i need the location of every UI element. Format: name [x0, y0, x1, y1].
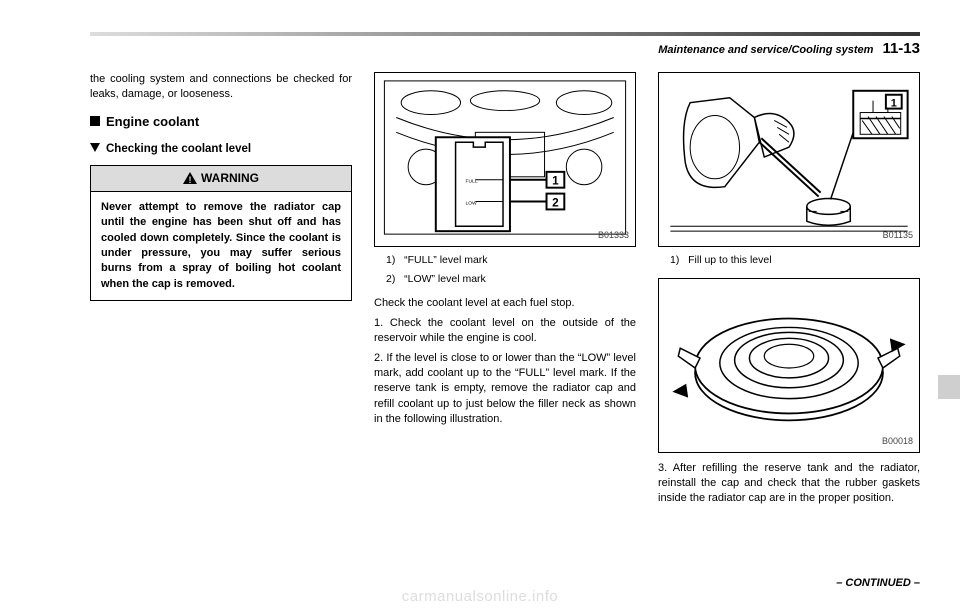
warning-label: WARNING [201, 171, 259, 185]
caption-1: 1) Fill up to this level [670, 253, 920, 268]
figure-id: B01333 [598, 229, 629, 242]
section-title-text: Engine coolant [106, 114, 199, 129]
column-1: the cooling system and connections be ch… [90, 72, 352, 561]
header-breadcrumb: Maintenance and service/Cooling system 1… [658, 40, 920, 57]
subsection-heading: Checking the coolant level [90, 141, 352, 157]
intro-paragraph: the cooling system and connections be ch… [90, 72, 352, 103]
check-level-p2: 1. Check the coolant level on the outsid… [374, 316, 636, 347]
caption-1-num: 1) [670, 254, 679, 266]
warning-body: Never attempt to remove the radiator cap… [91, 192, 351, 300]
check-level-p3: 2. If the level is close to or lower tha… [374, 351, 636, 428]
check-level-p1: Check the coolant level at each fuel sto… [374, 296, 636, 311]
caption-1-num: 1) [386, 254, 395, 266]
watermark: carmanualsonline.info [402, 588, 558, 605]
caption-1: 1) “FULL” level mark [386, 253, 636, 268]
svg-text:1: 1 [552, 174, 559, 188]
svg-text:2: 2 [552, 195, 559, 209]
figure-id: B01135 [883, 229, 913, 242]
warning-icon: ! [183, 172, 197, 184]
page-number: 11-13 [882, 40, 920, 57]
warning-box: ! WARNING Never attempt to remove the rad… [90, 165, 352, 301]
continued-footer: – CONTINUED – [836, 577, 920, 589]
figure-id: B00018 [882, 435, 913, 448]
figure-fill: 1 B01135 [658, 72, 920, 247]
caption-2: 2) “LOW” level mark [386, 272, 636, 287]
column-2: FULL LOW 1 2 B01333 1) “FULL” level mark… [374, 72, 636, 561]
caption-2-text: “LOW” level mark [404, 273, 486, 285]
figure-captions: 1) “FULL” level mark 2) “LOW” level mark [374, 253, 636, 286]
svg-text:1: 1 [891, 98, 897, 110]
figure-cap: B00018 [658, 278, 920, 453]
refill-paragraph: 3. After refilling the reserve tank and … [658, 461, 920, 507]
caption-1-text: Fill up to this level [688, 254, 771, 266]
caption-1-text: “FULL” level mark [404, 254, 487, 266]
triangle-bullet-icon [90, 143, 100, 152]
column-3: 1 B01135 1) Fill up to this level [658, 72, 920, 561]
section-tab [938, 375, 960, 399]
warning-header: ! WARNING [91, 166, 351, 192]
reservoir-diagram: FULL LOW 1 2 [375, 73, 635, 246]
subsection-title-text: Checking the coolant level [106, 143, 251, 155]
figure-captions: 1) Fill up to this level [658, 253, 920, 268]
content-columns: the cooling system and connections be ch… [90, 72, 920, 561]
breadcrumb-text: Maintenance and service/Cooling system [658, 44, 873, 56]
caption-2-num: 2) [386, 273, 395, 285]
square-bullet-icon [90, 116, 100, 126]
full-label: FULL [465, 179, 477, 185]
svg-text:!: ! [189, 175, 192, 184]
figure-reservoir: FULL LOW 1 2 B01333 [374, 72, 636, 247]
cap-diagram [659, 279, 919, 452]
low-label: LOW [465, 200, 477, 206]
header-rule [90, 32, 920, 36]
fill-diagram: 1 [659, 73, 919, 246]
section-heading: Engine coolant [90, 113, 352, 131]
